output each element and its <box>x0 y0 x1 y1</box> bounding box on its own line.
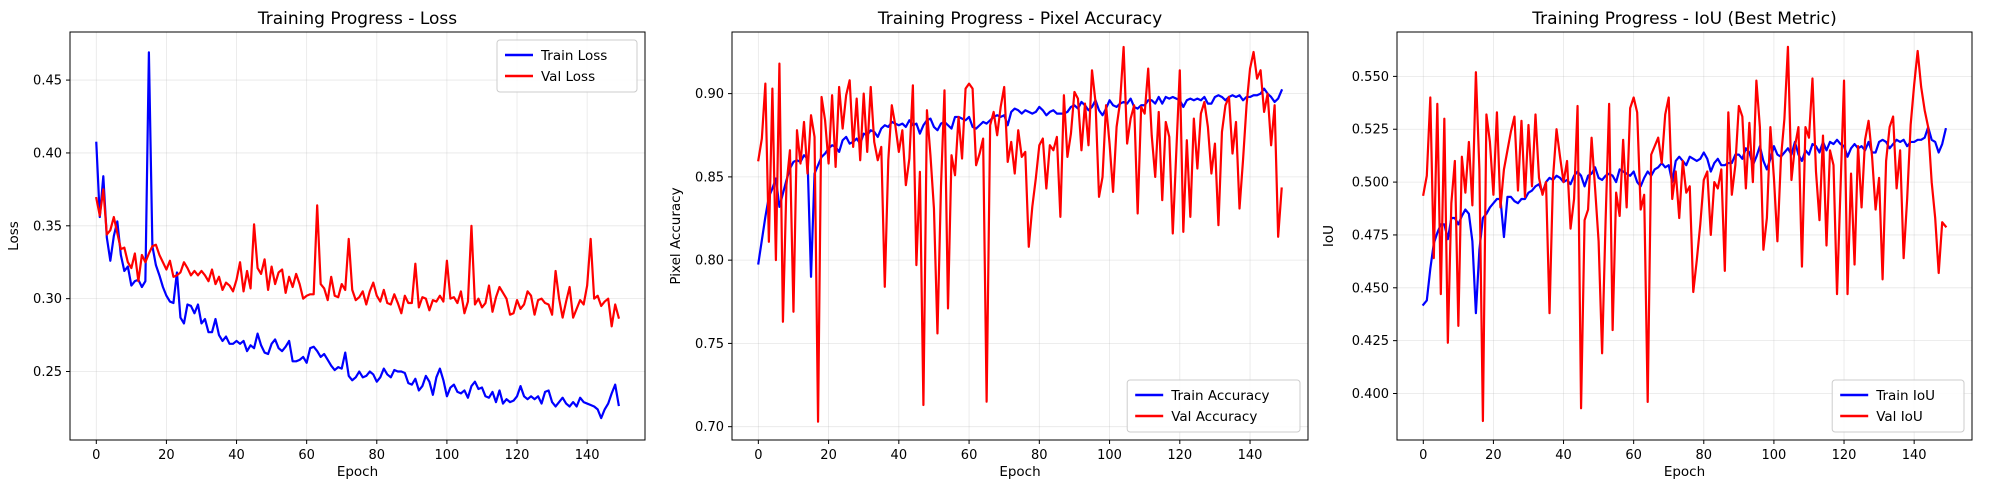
x-tick-label: 0 <box>1419 448 1427 463</box>
x-tick-label: 20 <box>820 448 837 463</box>
y-tick-label: 0.45 <box>33 74 62 89</box>
series-line-val-iou <box>1422 45 1948 423</box>
x-axis-label: Epoch <box>337 464 378 480</box>
y-tick-label: 0.80 <box>695 254 724 269</box>
y-tick-label: 0.400 <box>1352 387 1389 402</box>
legend: Train Loss Val Loss <box>496 39 638 93</box>
x-tick-label: 60 <box>1625 448 1642 463</box>
y-tick-label: 0.500 <box>1352 176 1389 191</box>
plot-frame <box>1396 31 1973 441</box>
x-tick-label: 20 <box>158 448 175 463</box>
y-axis-label: Pixel Accuracy <box>668 187 684 284</box>
legend-box <box>1831 379 1965 433</box>
legend-label: Train IoU <box>1875 388 1935 404</box>
y-tick-label: 0.425 <box>1352 334 1389 349</box>
y-tick-label: 0.475 <box>1352 228 1389 243</box>
chart-panel-0: 0 20 40 60 80 100 120 140 0.25 0.30 0.35 0.40 0.45 Tr… <box>6 9 646 480</box>
x-tick-label: 120 <box>505 448 530 463</box>
plot-frame <box>69 31 646 441</box>
legend-label: Val Loss <box>541 69 595 85</box>
x-tick-label: 140 <box>1238 448 1263 463</box>
series-line-train-accuracy <box>757 87 1284 278</box>
chart-title: Training Progress - Loss <box>257 9 457 29</box>
y-tick-label: 0.525 <box>1352 123 1389 138</box>
chart-title: Training Progress - Pixel Accuracy <box>877 9 1162 29</box>
x-tick-label: 40 <box>228 448 245 463</box>
x-tick-label: 80 <box>1696 448 1713 463</box>
legend-box <box>1126 379 1301 433</box>
legend: Train Accuracy Val Accuracy <box>1126 379 1301 433</box>
x-axis-label: Epoch <box>999 464 1040 480</box>
legend-label: Train Loss <box>540 48 607 64</box>
x-tick-label: 0 <box>92 448 100 463</box>
y-tick-label: 0.30 <box>33 292 62 307</box>
y-axis-label: Loss <box>6 221 22 251</box>
legend-box <box>496 39 638 93</box>
x-tick-label: 140 <box>575 448 600 463</box>
y-tick-label: 0.75 <box>695 337 724 352</box>
y-tick-label: 0.550 <box>1352 70 1389 85</box>
x-tick-label: 40 <box>1555 448 1572 463</box>
x-tick-label: 0 <box>754 448 762 463</box>
chart-title: Training Progress - IoU (Best Metric) <box>1531 9 1836 29</box>
x-tick-label: 60 <box>298 448 315 463</box>
x-tick-label: 20 <box>1485 448 1502 463</box>
x-tick-label: 100 <box>1097 448 1122 463</box>
legend-label: Val Accuracy <box>1171 409 1257 425</box>
x-tick-label: 80 <box>369 448 386 463</box>
x-tick-label: 100 <box>434 448 459 463</box>
x-axis-label: Epoch <box>1664 464 1705 480</box>
plot-frame <box>731 31 1309 441</box>
y-tick-label: 0.35 <box>33 219 62 234</box>
legend: Train IoU Val IoU <box>1831 379 1965 433</box>
y-tick-label: 0.70 <box>695 420 724 435</box>
x-tick-label: 100 <box>1761 448 1786 463</box>
y-tick-label: 0.85 <box>695 170 724 185</box>
series-line-val-loss <box>95 188 621 328</box>
x-tick-label: 80 <box>1031 448 1048 463</box>
x-tick-label: 40 <box>891 448 908 463</box>
series-line-train-loss <box>95 51 620 420</box>
legend-label: Val IoU <box>1876 409 1923 425</box>
x-tick-label: 60 <box>961 448 978 463</box>
y-tick-label: 0.25 <box>33 365 62 380</box>
y-axis-label: IoU <box>1321 225 1337 247</box>
x-tick-label: 120 <box>1832 448 1857 463</box>
chart-panel-1: 0 20 40 60 80 100 120 140 0.70 0.75 0.80 0.85 0.90 Tr… <box>668 9 1309 480</box>
chart-panel-2: 0 20 40 60 80 100 120 140 0.400 0.425 0.450 0.475 0.… <box>1321 9 1973 480</box>
series-line-val-accuracy <box>757 45 1283 423</box>
y-tick-label: 0.90 <box>695 87 724 102</box>
x-tick-label: 140 <box>1902 448 1927 463</box>
y-tick-label: 0.40 <box>33 146 62 161</box>
x-tick-label: 120 <box>1167 448 1192 463</box>
legend-label: Train Accuracy <box>1170 388 1269 404</box>
y-tick-label: 0.450 <box>1352 281 1389 296</box>
